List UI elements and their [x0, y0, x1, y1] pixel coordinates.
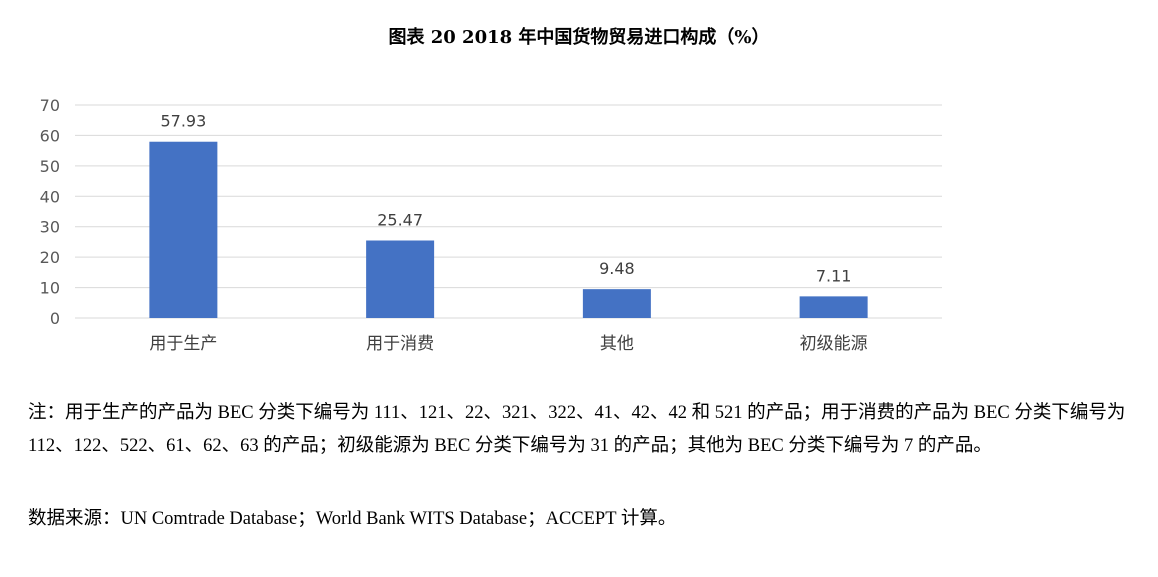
y-tick-label: 0	[50, 309, 60, 328]
chart-title: 图表 20 2018 年中国货物贸易进口构成（%）	[388, 27, 770, 48]
data-label: 25.47	[377, 210, 423, 229]
category-label: 初级能源	[800, 334, 868, 354]
data-label: 57.93	[160, 112, 206, 131]
y-tick-label: 10	[40, 279, 60, 298]
y-axis-tick-labels: 0 10 20 30 40 50 60 70	[40, 96, 60, 328]
data-label: 7.11	[816, 266, 852, 285]
bar	[799, 296, 868, 318]
bar-chart: 010203040506070 57.9325.479.48 7.11 用于生产用…	[40, 96, 942, 354]
category-labels: 用于生产 用于消费 其他 初级能源	[149, 334, 867, 354]
y-tick-label: 40	[40, 187, 60, 206]
y-tick-label: 50	[40, 157, 60, 176]
y-tick-label: 30	[40, 218, 60, 237]
data-labels: 57.93 25.47 9.48 7.11	[160, 112, 851, 286]
category-label: 用于消费	[366, 334, 434, 354]
y-tick-label: 70	[40, 96, 60, 115]
bars	[149, 141, 868, 318]
data-label: 9.48	[599, 259, 635, 278]
category-label: 用于生产	[149, 334, 217, 354]
y-tick-label: 20	[40, 248, 60, 267]
bar	[582, 289, 651, 318]
data-source: 数据来源：UN Comtrade Database；World Bank WIT…	[28, 509, 677, 529]
gridlines	[75, 104, 942, 319]
category-label: 其他	[600, 334, 634, 354]
bar	[366, 240, 435, 318]
chart-note: 注：用于生产的产品为 BEC 分类下编号为 111、121、22、321、322…	[28, 403, 1126, 456]
y-tick-label: 60	[40, 126, 60, 145]
bar	[149, 141, 218, 318]
